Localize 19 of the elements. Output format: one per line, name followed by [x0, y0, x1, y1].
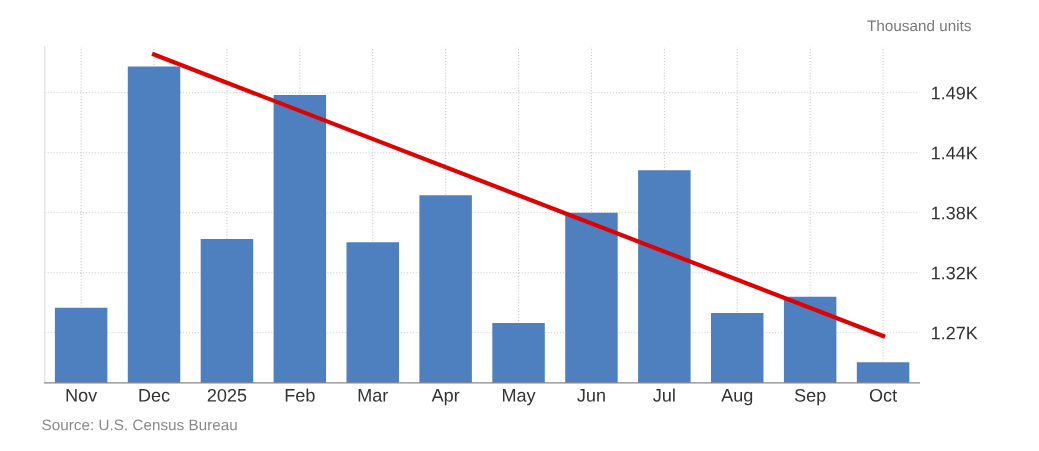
x-tick-label: Mar — [358, 389, 388, 402]
y-axis-title: Thousand units — [867, 19, 971, 32]
x-tick-label: Nov — [66, 389, 98, 402]
x-tick-label: Oct — [869, 388, 897, 402]
y-tick-label: 1.49K — [932, 86, 978, 100]
x-tick-label: Apr — [431, 389, 460, 406]
y-tick-label: 1.27K — [932, 326, 978, 340]
x-tick-label: Aug — [721, 389, 753, 406]
x-tick-label: 2025 — [207, 388, 247, 402]
x-tick-label: Dec — [139, 389, 170, 402]
x-tick-label: Feb — [285, 388, 315, 402]
x-tick-label: May — [502, 389, 536, 406]
y-tick-label: 1.38K — [932, 206, 978, 220]
x-tick-label: Jul — [653, 388, 675, 402]
y-tick-label: 1.32K — [932, 266, 978, 280]
y-tick-label: 1.44K — [932, 146, 978, 160]
x-tick-label: Jun — [577, 389, 605, 402]
x-tick-label: Sep — [794, 388, 826, 406]
source-note: Source: U.S. Census Bureau — [42, 419, 237, 431]
